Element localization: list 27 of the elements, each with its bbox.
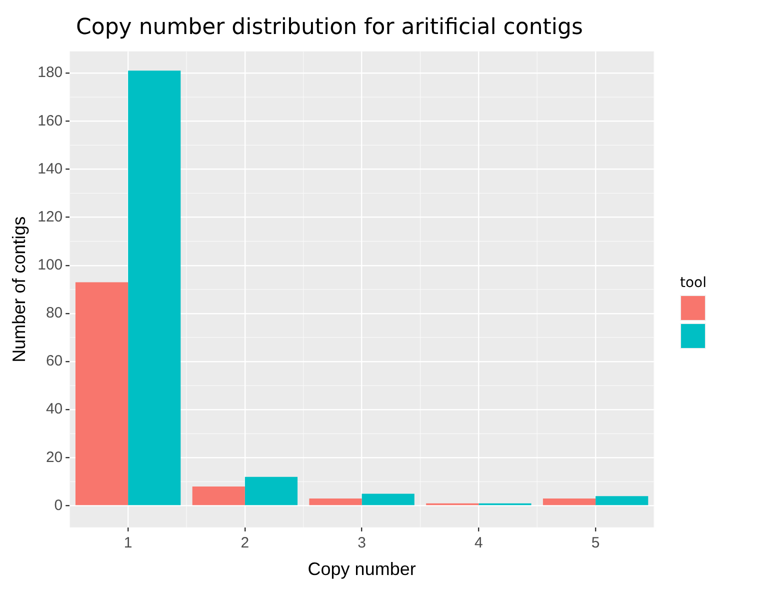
y-tick-label: 0 bbox=[54, 496, 63, 514]
x-tick-label: 1 bbox=[124, 534, 132, 552]
x-tick-label: 2 bbox=[240, 534, 250, 552]
y-axis-title: Number of contigs bbox=[8, 216, 29, 362]
bar bbox=[192, 486, 245, 506]
chart-title: Copy number distribution for aritificial contigs bbox=[76, 14, 583, 40]
bar bbox=[244, 476, 298, 506]
bar bbox=[362, 494, 414, 506]
bar bbox=[75, 282, 128, 506]
x-axis-title: Copy number bbox=[308, 559, 416, 580]
y-tick-label: 40 bbox=[46, 400, 63, 418]
y-tick-label: 160 bbox=[38, 112, 63, 130]
bar bbox=[542, 498, 596, 506]
y-tick-label: 80 bbox=[46, 304, 63, 322]
x-tick-label: 4 bbox=[474, 534, 483, 552]
x-tick-label: 5 bbox=[591, 534, 600, 552]
bar bbox=[128, 70, 181, 506]
y-tick-label: 180 bbox=[38, 64, 63, 82]
y-tick-label: 140 bbox=[38, 160, 63, 178]
y-tick-label: 60 bbox=[46, 352, 63, 370]
y-tick-label: 20 bbox=[46, 448, 63, 466]
bar bbox=[596, 496, 648, 506]
x-tick-label: 3 bbox=[358, 534, 366, 552]
y-tick-label: 120 bbox=[38, 208, 63, 226]
bar bbox=[309, 498, 362, 506]
legend-title: tool bbox=[680, 275, 707, 291]
y-tick-label: 100 bbox=[38, 256, 63, 274]
